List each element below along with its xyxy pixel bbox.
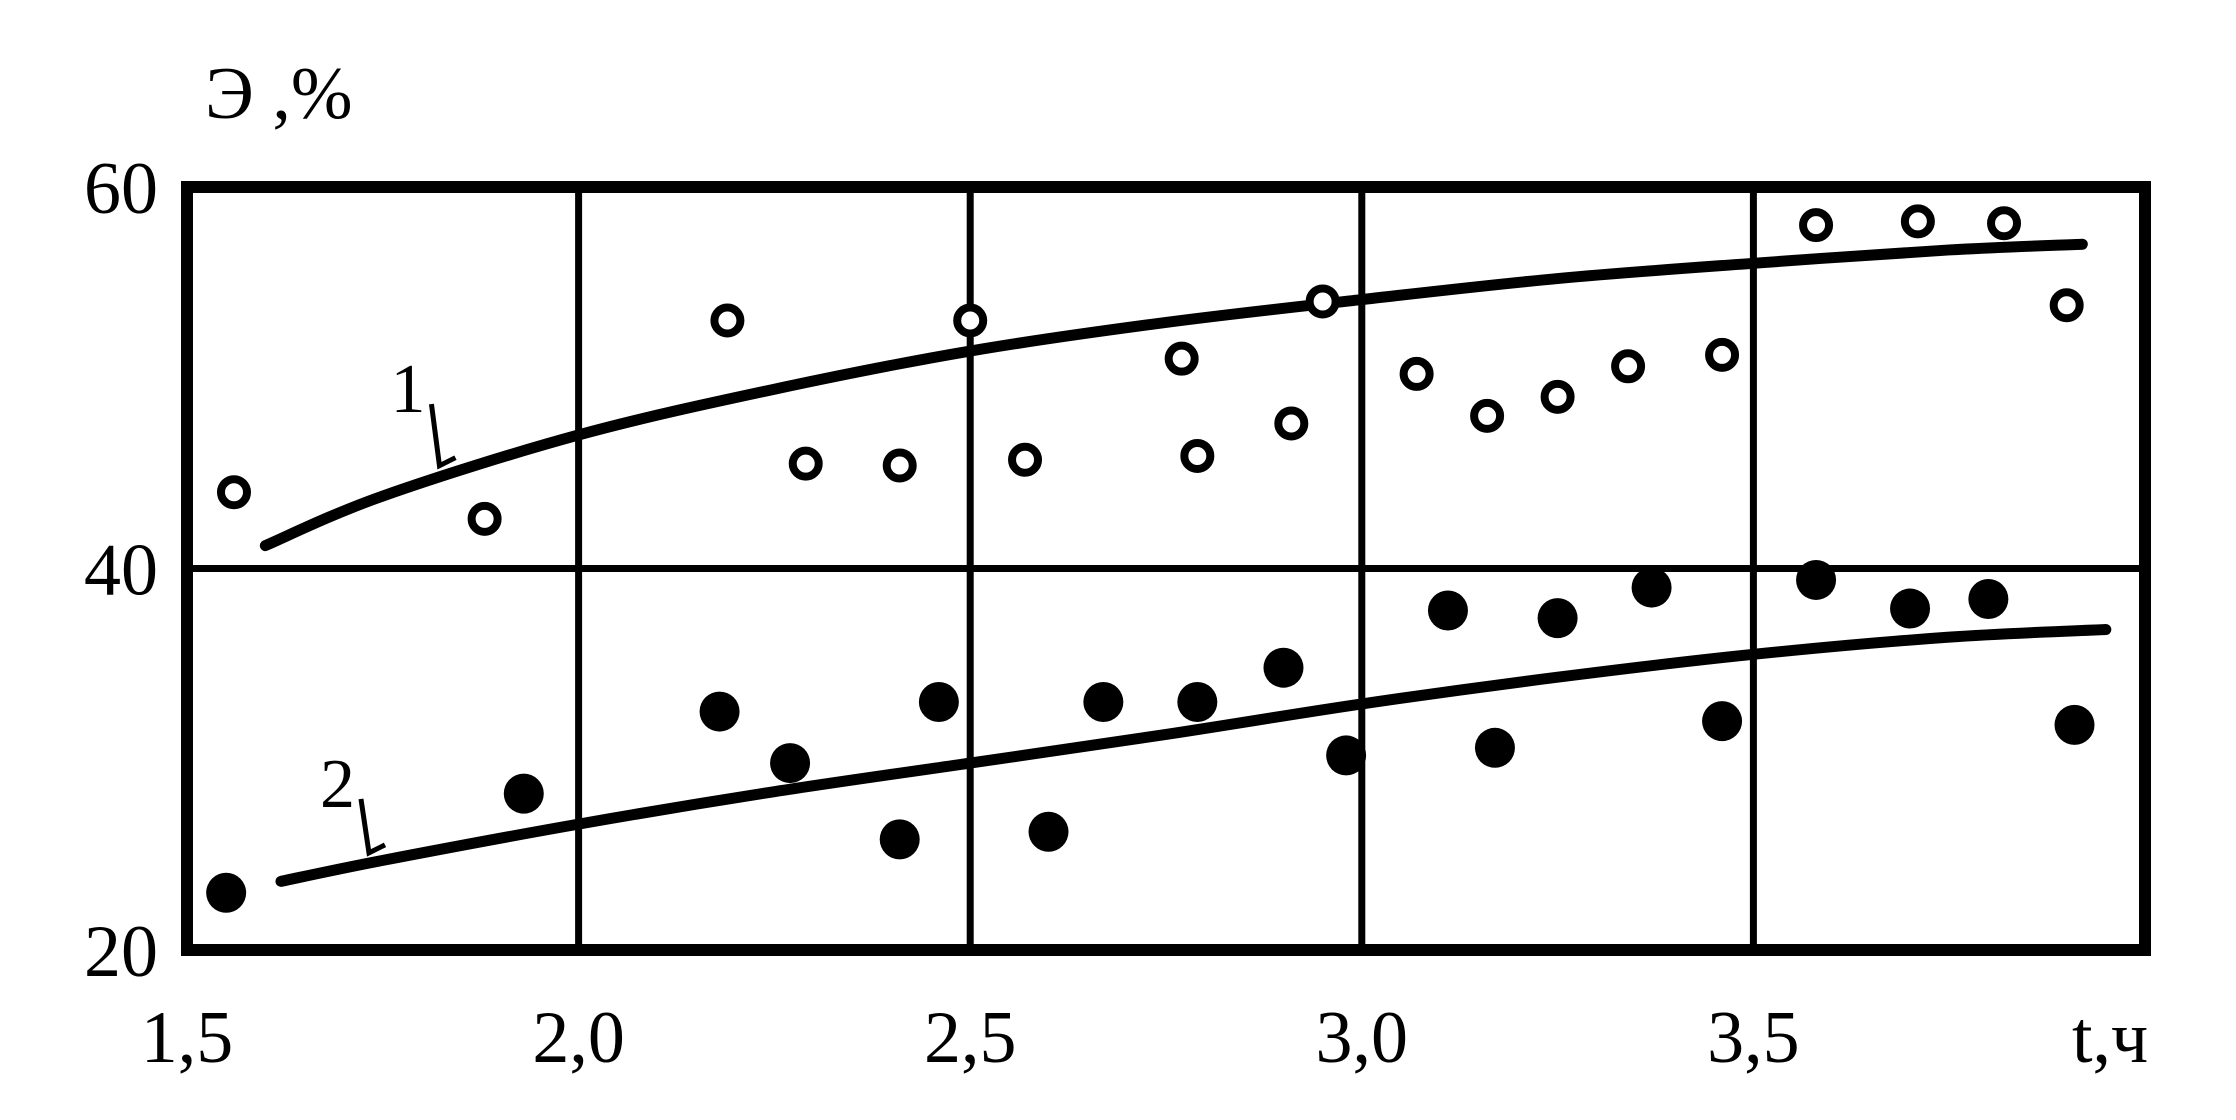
data-point-series-2	[1083, 682, 1124, 723]
data-point-series-1	[1180, 438, 1215, 473]
data-point-series-2	[1796, 559, 1837, 600]
data-point-series-2	[1631, 567, 1672, 608]
data-point-series-2	[1177, 682, 1218, 723]
y-axis-label: Э ,%	[205, 53, 353, 135]
grid-lines	[187, 187, 2145, 950]
x-tick-label: 3,5	[1707, 997, 1800, 1079]
data-point-series-2	[503, 773, 544, 814]
x-axis-label: t,ч	[2072, 997, 2148, 1079]
data-point-series-1	[710, 303, 745, 338]
y-tick-label: 60	[84, 148, 158, 230]
data-point-series-1	[1008, 442, 1043, 477]
data-point-series-2	[206, 872, 247, 913]
data-point-series-1	[1987, 206, 2022, 241]
data-point-series-1	[216, 475, 251, 510]
data-point-series-2	[1028, 811, 1069, 852]
trend-line-series-2	[275, 624, 2112, 887]
data-point-series-1	[1705, 337, 1740, 372]
data-point-series-2	[918, 682, 959, 723]
x-tick-label: 2,5	[924, 997, 1017, 1079]
curve-labels: 12	[320, 351, 457, 857]
data-point-series-2	[770, 743, 811, 784]
data-point-series-1	[1470, 398, 1505, 433]
data-point-series-2	[879, 819, 920, 860]
data-point-series-2	[1702, 701, 1743, 742]
data-point-series-2	[1537, 598, 1578, 639]
data-point-series-1	[788, 446, 823, 481]
data-point-series-2	[1474, 727, 1515, 768]
plot-frame	[181, 181, 2151, 956]
data-point-series-2	[1263, 647, 1304, 688]
trend-line-series-1	[259, 238, 2088, 552]
data-point-series-1	[1900, 204, 1935, 239]
data-point-series-2	[2054, 704, 2095, 745]
data-point-series-1	[953, 303, 988, 338]
data-point-series-2	[1890, 588, 1931, 629]
tick-labels: 1,5 2,0 2,5 3,0 3,5 20 40 60	[84, 148, 1800, 1079]
data-point-series-1	[1611, 349, 1646, 384]
data-point-series-2	[1326, 735, 1367, 776]
curve-label-1: 1	[390, 351, 425, 428]
curve-label-2: 2	[320, 746, 355, 823]
data-point-series-2	[1968, 579, 2009, 620]
data-point-series-1	[1305, 284, 1340, 319]
data-point-series-1	[1274, 406, 1309, 441]
data-point-series-1	[882, 448, 917, 483]
data-point-series-1	[1399, 356, 1434, 391]
x-tick-label: 1,5	[141, 997, 234, 1079]
data-point-series-1	[1799, 208, 1834, 243]
data-point-series-1	[467, 501, 502, 536]
curve-label-leader	[358, 798, 387, 857]
data-points	[206, 204, 2095, 913]
data-point-series-2	[1427, 590, 1468, 631]
y-tick-label: 40	[84, 530, 158, 612]
x-tick-label: 2,0	[532, 997, 625, 1079]
data-point-series-2	[699, 691, 740, 732]
data-point-series-1	[1540, 379, 1575, 414]
trend-lines	[259, 238, 2112, 887]
data-point-series-1	[2049, 288, 2084, 323]
x-tick-label: 3,0	[1316, 997, 1409, 1079]
curve-label-leader	[428, 403, 457, 470]
y-tick-label: 20	[84, 911, 158, 993]
data-point-series-1	[1164, 341, 1199, 376]
